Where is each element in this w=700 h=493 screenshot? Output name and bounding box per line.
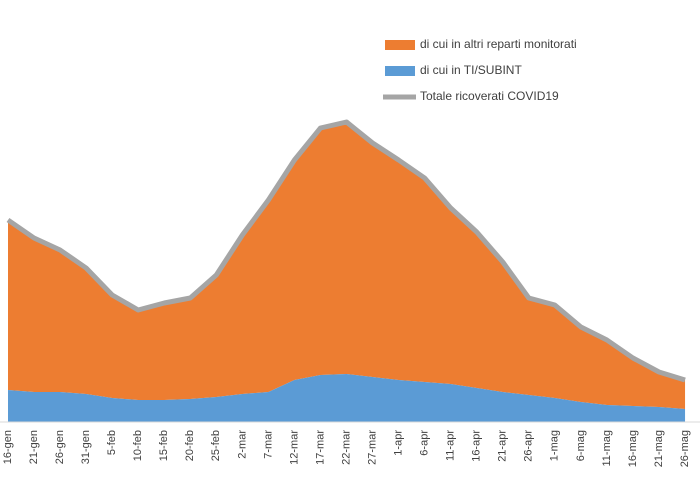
x-tick-label: 17-mar	[314, 430, 326, 465]
legend-label: di cui in altri reparti monitorati	[420, 37, 577, 51]
x-tick-label: 26-apr	[523, 430, 535, 462]
x-tick-label: 1-apr	[393, 430, 405, 456]
legend-swatch	[385, 40, 415, 50]
x-tick-label: 11-apr	[445, 430, 457, 461]
x-tick-label: 21-apr	[497, 430, 509, 462]
x-tick-label: 21-mag	[653, 430, 665, 467]
x-tick-label: 6-apr	[419, 430, 431, 456]
area	[8, 374, 686, 422]
x-tick-label: 20-feb	[184, 430, 196, 461]
x-tick-label: 26-gen	[54, 430, 66, 464]
x-tick-label: 16-mag	[627, 430, 639, 467]
x-tick-label: 15-feb	[158, 430, 170, 461]
x-tick-label: 12-mar	[288, 430, 300, 465]
x-tick-label: 27-mar	[366, 430, 378, 465]
x-tick-label: 16-gen	[2, 430, 14, 464]
x-tick-label: 7-mar	[262, 430, 274, 459]
x-tick-label: 2-mar	[236, 430, 248, 459]
x-tick-label: 26-mag	[679, 430, 691, 467]
x-tick-label: 1-mag	[549, 430, 561, 461]
area	[8, 122, 686, 409]
line	[6, 119, 686, 383]
x-tick-label: 6-mag	[575, 430, 587, 461]
x-tick-label: 10-feb	[132, 430, 144, 461]
x-tick-label: 16-apr	[471, 430, 483, 462]
legend-label: Totale ricoverati COVID19	[420, 89, 559, 103]
x-tick-label: 21-gen	[28, 430, 40, 464]
legend-swatch	[385, 66, 415, 76]
legend-label: di cui in TI/SUBINT	[420, 63, 522, 77]
x-tick-label: 22-mar	[340, 430, 352, 465]
x-tick-label: 11-mag	[601, 430, 613, 466]
x-tick-label: 25-feb	[210, 430, 222, 461]
x-tick-label: 31-gen	[80, 430, 92, 464]
x-tick-label: 5-feb	[106, 430, 118, 455]
